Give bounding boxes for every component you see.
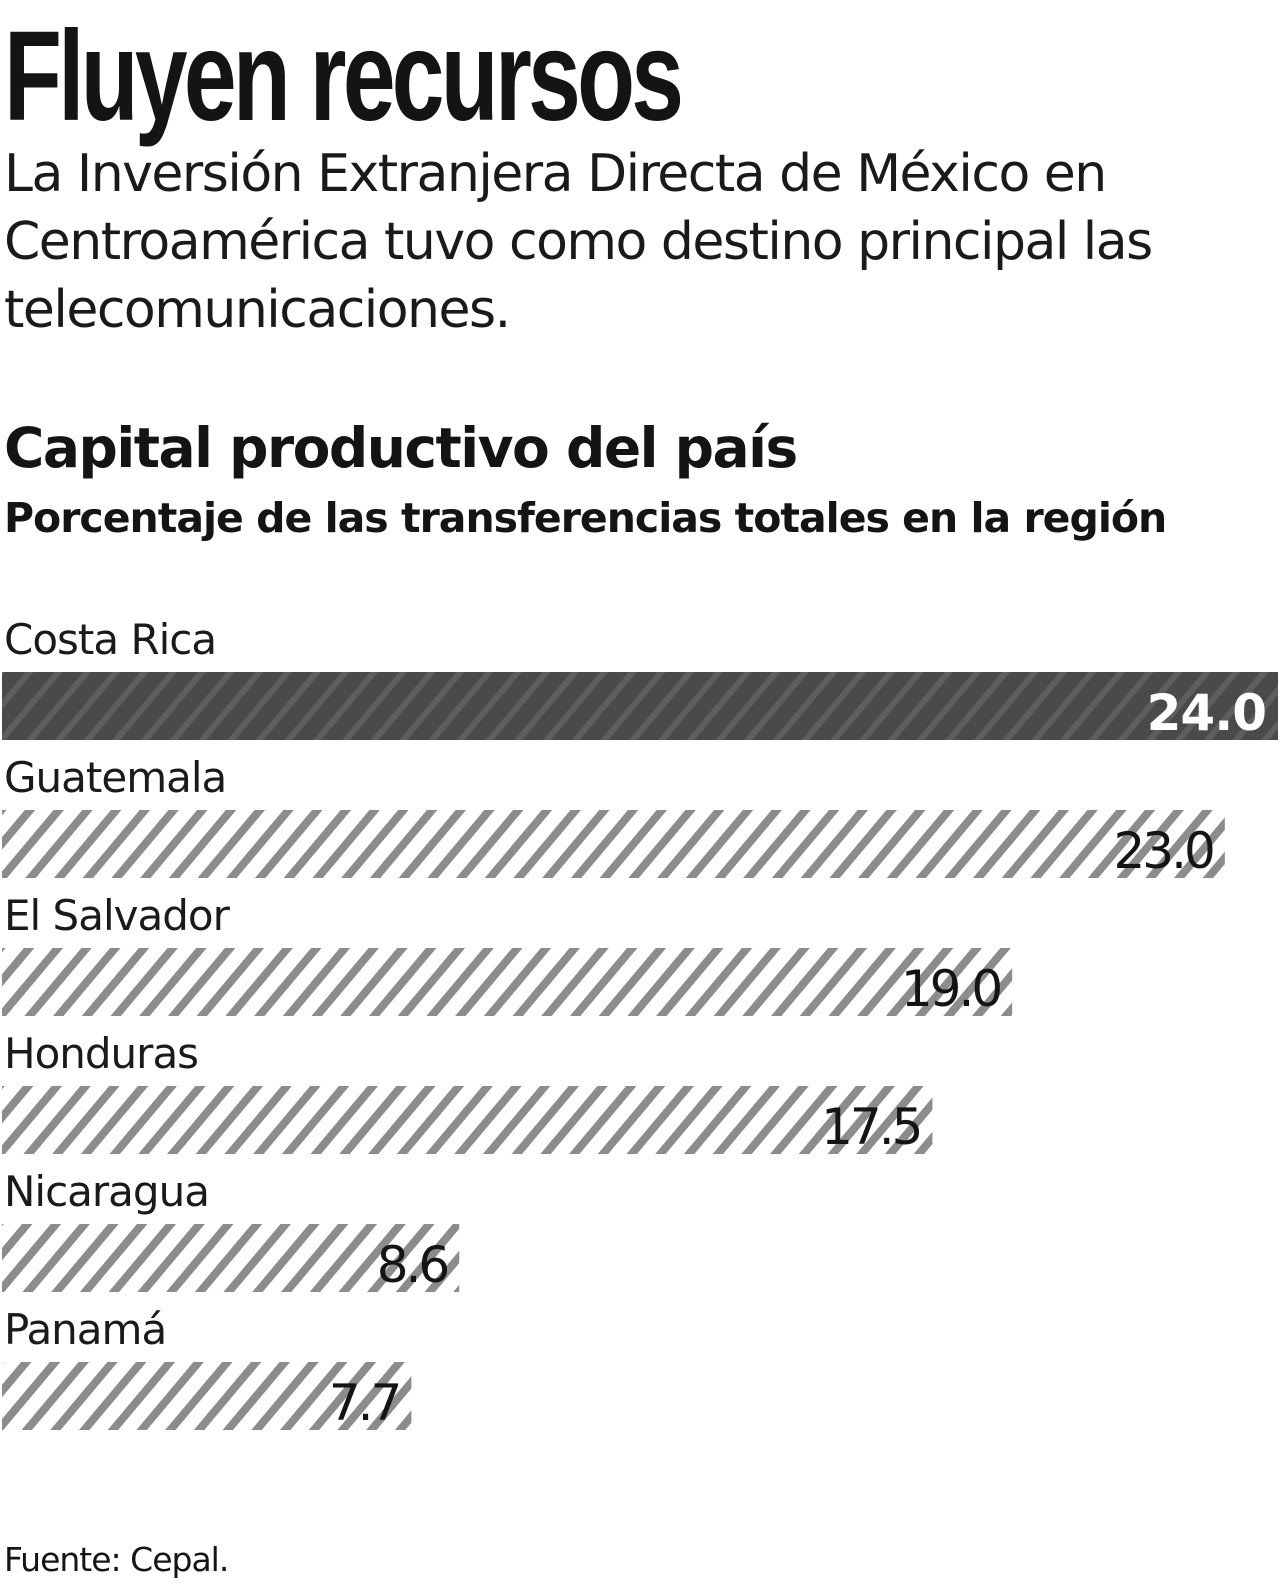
deck-text: La Inversión Extranjera Directa de Méxic… [4,144,1153,340]
category-label: El Salvador [4,891,231,940]
value-label: 23.0 [1114,822,1214,880]
value-label: 7.7 [329,1374,400,1432]
bar [2,948,1013,1016]
value-label: 8.6 [377,1236,448,1294]
category-label: Nicaragua [4,1167,209,1216]
bar [2,672,1278,740]
bar [2,810,1225,878]
headline: Fluyen recursos [4,5,684,148]
chart-title: Capital productivo del país [4,416,798,480]
bars-group: Costa Rica 24.0 Guatemala 23.0 El Salvador 19… [2,615,1278,1432]
bar [2,1224,460,1292]
bar [2,1362,412,1430]
value-label: 17.5 [821,1098,920,1156]
value-label: 24.0 [1147,684,1266,742]
category-label: Honduras [4,1029,198,1078]
source-note: Fuente: Cepal. [4,1540,229,1579]
category-label: Costa Rica [4,615,216,664]
category-label: Panamá [4,1305,166,1354]
bar [2,1086,933,1154]
value-label: 19.0 [901,960,1001,1018]
chart-subtitle: Porcentaje de las transferencias totales… [4,494,1167,542]
category-label: Guatemala [4,753,226,802]
bar-chart: Costa Rica 24.0 Guatemala 23.0 El Salvador 19… [2,615,1278,1432]
